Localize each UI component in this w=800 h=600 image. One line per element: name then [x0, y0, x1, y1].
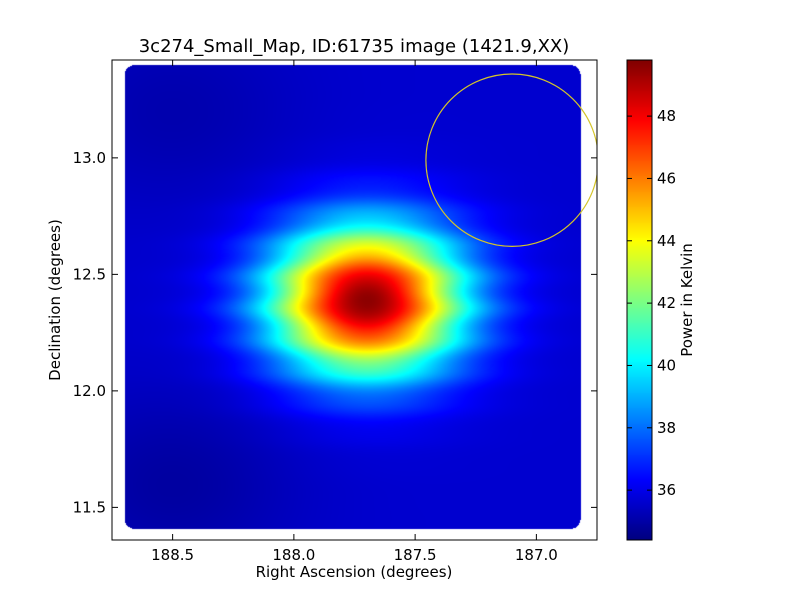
y-axis-label: Declination (degrees): [46, 219, 64, 381]
colorbar-gradient: [627, 60, 652, 540]
colorbar: 36 38 40 42 44 46 48 Power in Kelvin: [626, 59, 696, 541]
colorbar-tick-label: 44: [657, 232, 676, 250]
x-tick-label: 187.5: [394, 546, 437, 564]
colorbar-tick-label: 36: [657, 481, 676, 499]
overlay-circle: [425, 73, 597, 247]
colorbar-tick-label: 38: [657, 419, 676, 437]
y-axis: 11.5 12.0 12.5 13.0: [73, 149, 597, 516]
x-tick-label: 187.0: [515, 546, 558, 564]
plot-area: [111, 59, 598, 541]
plot-frame: [111, 59, 598, 541]
y-tick-label: 11.5: [73, 498, 106, 516]
colorbar-tick-label: 42: [657, 294, 676, 312]
colorbar-tick-label: 46: [657, 169, 676, 187]
colorbar-frame: [626, 59, 653, 541]
x-tick-label: 188.0: [272, 546, 315, 564]
chart-title: 3c274_Small_Map, ID:61735 image (1421.9,…: [139, 36, 570, 57]
colorbar-tick-label: 40: [657, 356, 676, 374]
x-axis-label: Right Ascension (degrees): [256, 563, 453, 581]
y-tick-label: 12.0: [73, 382, 106, 400]
y-tick-label: 12.5: [73, 265, 106, 283]
x-tick-label: 188.5: [151, 546, 194, 564]
colorbar-ticks: 36 38 40 42 44 46 48: [627, 107, 676, 499]
colorbar-tick-label: 48: [657, 107, 676, 125]
y-tick-label: 13.0: [73, 149, 106, 167]
colorbar-label: Power in Kelvin: [678, 243, 696, 357]
x-axis: 188.5 188.0 187.5 187.0: [151, 60, 558, 564]
